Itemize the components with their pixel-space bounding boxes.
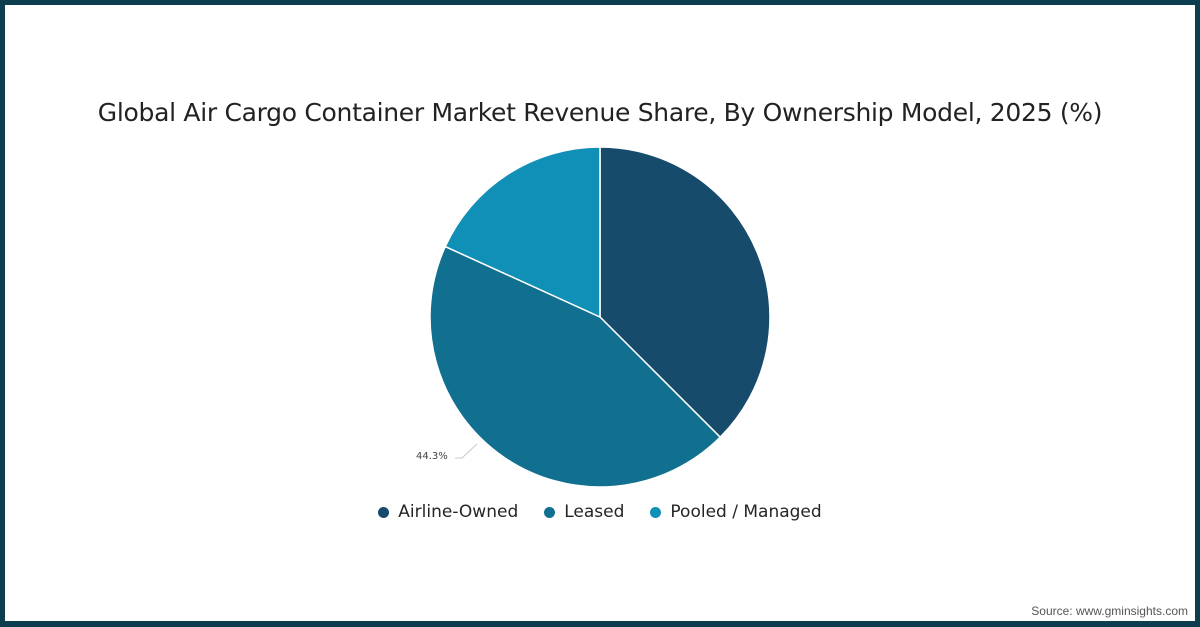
legend-item-pooled-managed[interactable]: Pooled / Managed (650, 502, 822, 522)
legend: Airline-Owned Leased Pooled / Managed (0, 502, 1200, 522)
legend-label: Pooled / Managed (670, 502, 822, 522)
source-text: Source: www.gminsights.com (1031, 604, 1188, 618)
leased-data-label: 44.3% (416, 451, 448, 462)
legend-dot-icon (544, 506, 556, 518)
legend-label: Airline-Owned (398, 502, 519, 522)
legend-dot-icon (650, 506, 662, 518)
legend-label: Leased (564, 502, 625, 522)
legend-item-leased[interactable]: Leased (544, 502, 624, 522)
legend-item-airline-owned[interactable]: Airline-Owned (378, 502, 518, 522)
pie-slice-leased[interactable] (429, 245, 722, 488)
legend-dot-icon (378, 506, 390, 518)
chart-title: Global Air Cargo Container Market Revenu… (97, 98, 1103, 127)
pie-slice-airline-owned[interactable] (599, 146, 771, 439)
pie-slice-pooled-managed[interactable] (444, 146, 601, 319)
frame-bottom-bar (0, 621, 1200, 627)
leader-line (455, 443, 478, 459)
